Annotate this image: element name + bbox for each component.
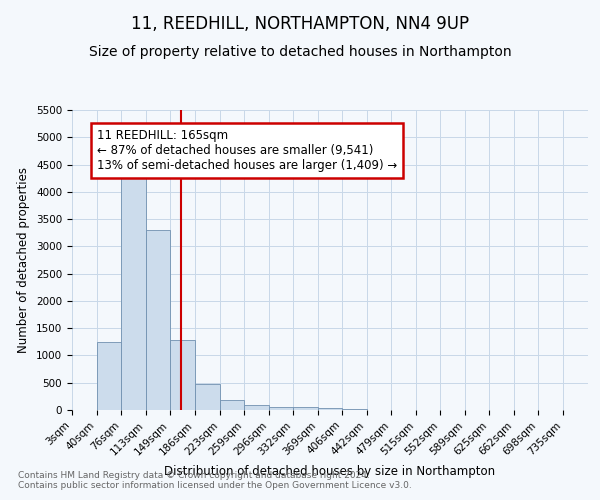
Bar [293,408,317,410]
Bar [317,408,343,410]
Bar [146,230,170,410]
Text: Contains HM Land Registry data © Crown copyright and database right 2024.
Contai: Contains HM Land Registry data © Crown c… [18,470,412,490]
Text: 11 REEDHILL: 165sqm
← 87% of detached houses are smaller (9,541)
13% of semi-det: 11 REEDHILL: 165sqm ← 87% of detached ho… [97,129,397,172]
Bar [195,384,220,410]
Bar [170,340,195,410]
Bar [121,176,146,410]
Bar [244,405,269,410]
Bar [269,406,293,410]
Text: Size of property relative to detached houses in Northampton: Size of property relative to detached ho… [89,45,511,59]
Text: 11, REEDHILL, NORTHAMPTON, NN4 9UP: 11, REEDHILL, NORTHAMPTON, NN4 9UP [131,15,469,33]
Bar [97,342,121,410]
Bar [220,400,244,410]
Y-axis label: Number of detached properties: Number of detached properties [17,167,31,353]
Bar [343,409,367,410]
X-axis label: Distribution of detached houses by size in Northampton: Distribution of detached houses by size … [164,465,496,478]
